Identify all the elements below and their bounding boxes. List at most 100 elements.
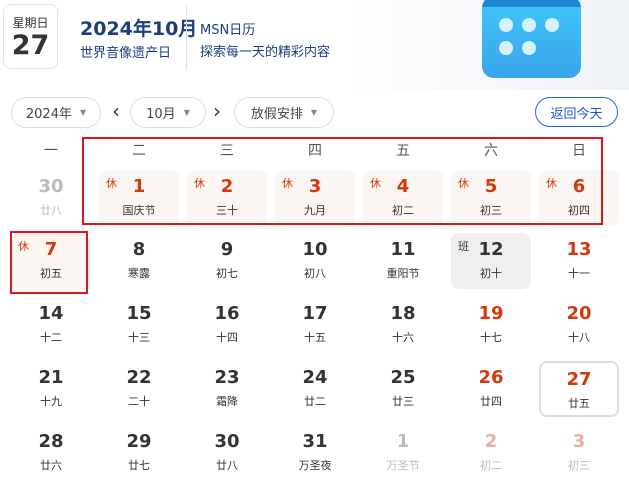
day-tag: 班 [458, 240, 469, 253]
day-cell[interactable]: 29 廿七 [99, 425, 179, 481]
lunar-date: 十四 [216, 331, 238, 344]
lunar-date: 霜降 [216, 395, 238, 408]
lunar-date: 万圣节 [386, 459, 420, 472]
lunar-date: 重阳节 [386, 267, 420, 280]
day-cell[interactable]: 10 初八 [275, 233, 355, 289]
day-number: 10 [302, 239, 328, 260]
day-cell[interactable]: 班 12 初十 [451, 233, 531, 289]
weekday-header: 三 [220, 143, 234, 159]
day-number: 25 [390, 367, 416, 388]
day-cell[interactable]: 28 廿六 [11, 425, 91, 481]
lunar-date: 三十 [216, 204, 238, 217]
day-number: 9 [220, 239, 234, 260]
day-cell[interactable]: 1 万圣节 [363, 425, 443, 481]
day-cell[interactable]: 26 廿四 [451, 361, 531, 417]
day-cell[interactable]: 9 初七 [187, 233, 267, 289]
day-cell[interactable]: 休 5 初三 [451, 170, 531, 226]
day-number: 3 [308, 176, 322, 197]
day-tag: 休 [194, 177, 205, 190]
day-number: 15 [126, 303, 152, 324]
day-number: 11 [390, 239, 416, 260]
day-cell[interactable]: 14 十二 [11, 297, 91, 353]
day-cell[interactable]: 13 十一 [539, 233, 619, 289]
day-number: 12 [478, 239, 504, 260]
app-name: MSN日历 [200, 23, 256, 38]
lunar-date: 国庆节 [122, 204, 156, 217]
day-number: 2 [484, 431, 498, 452]
day-number: 8 [132, 239, 146, 260]
day-cell[interactable]: 23 霜降 [187, 361, 267, 417]
day-cell[interactable]: 休 2 三十 [187, 170, 267, 226]
month-select[interactable]: 10月 ▼ [130, 97, 206, 128]
lunar-date: 十二 [40, 331, 62, 344]
day-number: 23 [214, 367, 240, 388]
back-to-today-button[interactable]: 返回今天 [535, 97, 618, 127]
year-value: 2024年 [25, 107, 72, 122]
day-number: 2 [220, 176, 234, 197]
lunar-date: 初五 [40, 267, 62, 280]
day-number: 19 [478, 303, 504, 324]
day-number: 1 [396, 431, 410, 452]
day-cell[interactable]: 24 廿二 [275, 361, 355, 417]
day-cell[interactable]: 30 廿八 [187, 425, 267, 481]
day-number: 29 [126, 431, 152, 452]
prev-month-icon[interactable]: ‹ [112, 99, 120, 123]
year-select[interactable]: 2024年 ▼ [11, 97, 101, 128]
month-value: 10月 [146, 107, 176, 122]
day-cell[interactable]: 30 廿八 [11, 170, 91, 226]
day-cell[interactable]: 22 二十 [99, 361, 179, 417]
day-number: 14 [38, 303, 64, 324]
day-cell[interactable]: 8 寒露 [99, 233, 179, 289]
divider [186, 5, 187, 70]
lunar-date: 初三 [480, 204, 502, 217]
lunar-date: 十八 [568, 331, 590, 344]
day-tag: 休 [18, 240, 29, 253]
day-cell[interactable]: 27 廿五 [539, 361, 619, 417]
lunar-date: 初七 [216, 267, 238, 280]
day-number: 16 [214, 303, 240, 324]
day-cell[interactable]: 休 7 初五 [11, 233, 91, 289]
header: 星期日 27 2024年10月 世界音像遗产日 MSN日历 探索每一天的精彩内容 [0, 0, 629, 90]
day-cell[interactable]: 18 十六 [363, 297, 443, 353]
day-cell[interactable]: 休 6 初四 [539, 170, 619, 226]
day-cell[interactable]: 16 十四 [187, 297, 267, 353]
weekday-header: 一 [44, 143, 58, 159]
day-tag: 休 [282, 177, 293, 190]
next-month-icon[interactable]: › [213, 99, 221, 123]
lunar-date: 初二 [392, 204, 414, 217]
day-cell[interactable]: 休 4 初二 [363, 170, 443, 226]
lunar-date: 初十 [480, 267, 502, 280]
lunar-date: 寒露 [128, 267, 150, 280]
day-cell[interactable]: 休 3 九月 [275, 170, 355, 226]
day-number: 4 [396, 176, 410, 197]
day-cell[interactable]: 17 十五 [275, 297, 355, 353]
day-cell[interactable]: 19 十七 [451, 297, 531, 353]
day-cell[interactable]: 21 十九 [11, 361, 91, 417]
lunar-date: 十一 [568, 267, 590, 280]
day-cell[interactable]: 3 初三 [539, 425, 619, 481]
day-cell[interactable]: 25 廿三 [363, 361, 443, 417]
slogan: 探索每一天的精彩内容 [200, 45, 331, 60]
day-number: 31 [302, 431, 328, 452]
lunar-date: 十六 [392, 331, 414, 344]
day-number: 21 [38, 367, 64, 388]
lunar-date: 十七 [480, 331, 502, 344]
day-cell[interactable]: 休 1 国庆节 [99, 170, 179, 226]
day-cell[interactable]: 15 十三 [99, 297, 179, 353]
lunar-date: 初三 [568, 459, 590, 472]
weekday-header: 六 [484, 143, 498, 159]
weekday: 星期日 [12, 16, 49, 30]
day-cell[interactable]: 11 重阳节 [363, 233, 443, 289]
holiday-select[interactable]: 放假安排 ▼ [234, 97, 334, 128]
today-date-card: 星期日 27 [3, 4, 58, 69]
weekday-header: 五 [396, 143, 410, 159]
day-cell[interactable]: 20 十八 [539, 297, 619, 353]
day-number: 13 [566, 239, 592, 260]
day-cell[interactable]: 31 万圣夜 [275, 425, 355, 481]
lunar-date: 十三 [128, 331, 150, 344]
lunar-date: 初二 [480, 459, 502, 472]
day-number: 30 [38, 176, 64, 197]
day-number: 26 [478, 367, 504, 388]
day-number: 27 [566, 369, 592, 390]
day-cell[interactable]: 2 初二 [451, 425, 531, 481]
